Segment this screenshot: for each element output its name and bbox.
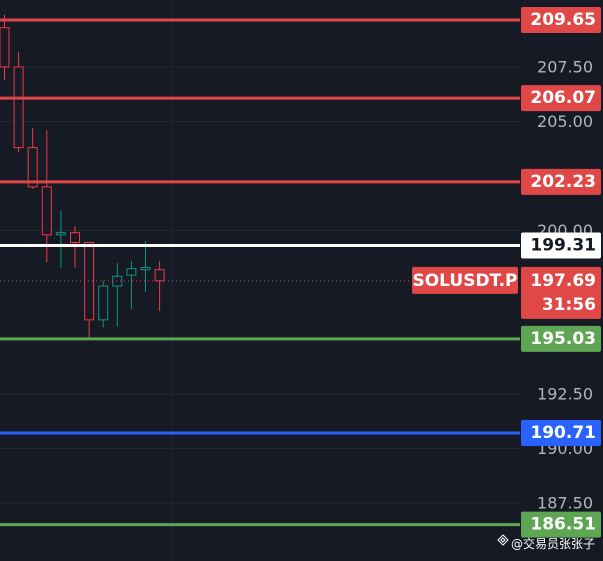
candle-body [154,269,165,282]
level-label-box [521,7,601,34]
level-label-box [521,325,601,352]
y-tick-label: 192.50 [537,384,593,403]
candle-body [55,232,66,236]
candle-body [0,27,10,68]
level-label: 209.65 [530,10,596,30]
level-label-box [521,511,601,538]
candle-body [70,232,80,243]
candle-body [140,267,151,271]
candle-body [41,186,52,236]
y-tick-label: 205.00 [537,112,593,131]
watermark-icon [497,534,509,546]
candle-body [98,285,109,321]
level-label-box [521,85,601,112]
level-label: 206.07 [530,88,596,108]
countdown-label: 31:56 [542,295,596,315]
symbol-label: SOLUSDT.P [412,271,517,291]
watermark: @交易员张张子 [511,536,595,551]
level-label: 202.23 [530,172,596,192]
candle-body [13,66,24,149]
symbol-box [412,266,518,294]
candle-body [27,147,38,188]
level-label: 195.03 [530,329,596,349]
last-price-label: 197.69 [530,271,596,291]
level-label-box [521,168,601,195]
last-price-box [521,266,601,319]
level-label: 190.71 [530,423,596,443]
level-label: 199.31 [530,236,596,256]
level-label: 186.51 [530,515,596,535]
y-tick-label: 187.50 [537,494,593,513]
level-label-box [521,232,601,259]
level-label-box [521,420,601,447]
y-tick-label: 207.50 [537,57,593,76]
candle-body [126,268,137,276]
